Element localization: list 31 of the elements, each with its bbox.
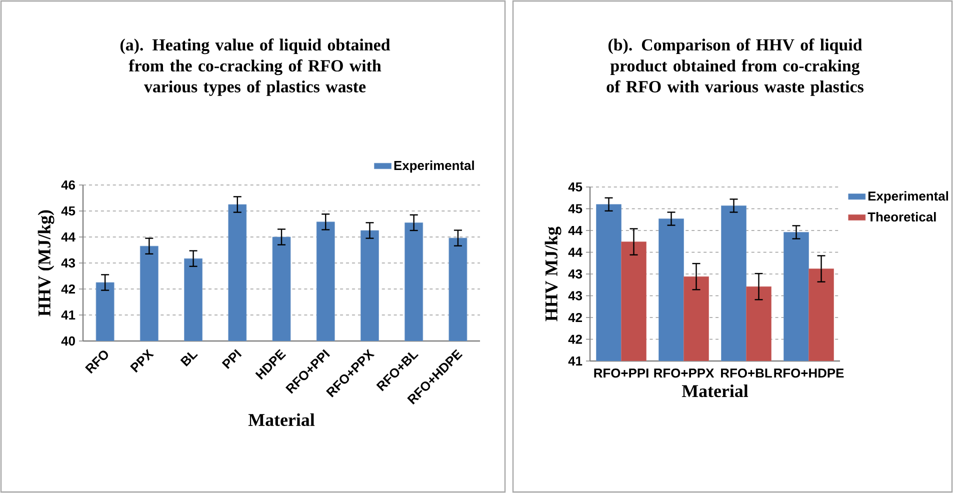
x-tick-label: RFO+BL bbox=[721, 368, 772, 378]
y-tick-label: 44 bbox=[568, 226, 582, 235]
y-tick-label: 43 bbox=[568, 269, 582, 279]
y-tick-label: 46 bbox=[61, 180, 76, 190]
x-axis-title: Material bbox=[248, 413, 315, 426]
y-tick-label: 42 bbox=[568, 312, 582, 322]
y-tick-label: 44 bbox=[61, 232, 76, 242]
y-tick-label: 41 bbox=[568, 356, 582, 366]
chart-title: (a). Heating value of liquid obtained from the co-cracking of RFO with various types of plastics waste bbox=[120, 38, 390, 96]
y-tick-label: 43 bbox=[61, 258, 76, 268]
y-tick-label: 43 bbox=[568, 291, 582, 300]
y-tick-label: 45 bbox=[61, 206, 76, 216]
y-axis-title: HHV MJ/kg bbox=[544, 226, 562, 322]
legend-label: Experimental bbox=[868, 191, 948, 204]
x-tick-label: RFO+PPI bbox=[594, 368, 648, 378]
y-tick-label: 42 bbox=[568, 334, 582, 344]
y-tick-label: 42 bbox=[61, 284, 75, 294]
x-tick-label: RFO+HDPE bbox=[774, 368, 844, 378]
y-tick-label: 44 bbox=[568, 248, 582, 257]
y-axis-title: HHV (MJ/kg) bbox=[38, 210, 54, 316]
y-tick-label: 41 bbox=[61, 310, 76, 320]
y-tick-label: 45 bbox=[568, 182, 582, 192]
legend-label: Theoretical bbox=[868, 212, 936, 222]
chart-title: (b). Comparison of HHV of liquid product obtained from co-craking of RFO with various waste plastics bbox=[606, 38, 864, 96]
x-tick-label: BL bbox=[180, 352, 198, 366]
x-tick-label: PPI bbox=[222, 349, 242, 369]
x-tick-label: RFO+PPX bbox=[654, 368, 714, 378]
x-axis-title: Material bbox=[682, 384, 748, 398]
legend-label: Experimental bbox=[394, 160, 474, 173]
y-tick-label: 45 bbox=[568, 204, 582, 214]
y-tick-label: 40 bbox=[61, 336, 75, 346]
